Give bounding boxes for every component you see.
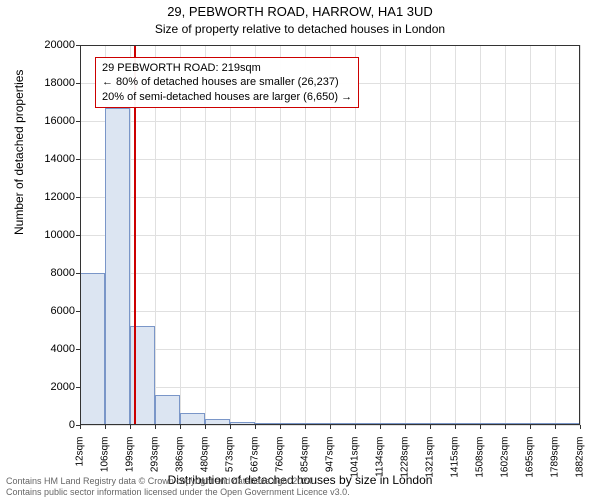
x-tick-label: 1508sqm <box>475 437 486 487</box>
x-tick-label: 1882sqm <box>575 437 586 487</box>
histogram-bar <box>380 423 405 425</box>
x-tick-mark <box>380 425 381 429</box>
annotation-box: 29 PEBWORTH ROAD: 219sqm ← 80% of detach… <box>95 57 359 108</box>
x-tick-mark <box>480 425 481 429</box>
y-tick-mark <box>76 45 80 46</box>
grid-v-line <box>530 45 531 425</box>
x-tick-mark <box>130 425 131 429</box>
y-tick-label: 12000 <box>25 191 75 203</box>
x-tick-label: 1041sqm <box>350 437 361 487</box>
histogram-bar <box>530 423 555 425</box>
x-tick-mark <box>255 425 256 429</box>
x-tick-label: 1228sqm <box>400 437 411 487</box>
y-tick-label: 18000 <box>25 77 75 89</box>
histogram-bar <box>255 423 280 425</box>
grid-v-line <box>580 45 581 425</box>
x-tick-mark <box>180 425 181 429</box>
annotation-line2: ← 80% of detached houses are smaller (26… <box>102 75 352 89</box>
footer-attribution: Contains HM Land Registry data © Crown c… <box>6 476 350 498</box>
histogram-bar <box>355 423 380 425</box>
footer-line1: Contains HM Land Registry data © Crown c… <box>6 476 350 487</box>
histogram-bar <box>305 423 330 425</box>
y-tick-mark <box>76 159 80 160</box>
x-tick-mark <box>80 425 81 429</box>
x-tick-mark <box>555 425 556 429</box>
histogram-bar <box>455 423 480 425</box>
y-tick-mark <box>76 311 80 312</box>
y-tick-label: 2000 <box>25 381 75 393</box>
x-tick-mark <box>505 425 506 429</box>
x-tick-label: 1695sqm <box>525 437 536 487</box>
y-tick-label: 14000 <box>25 153 75 165</box>
x-tick-mark <box>280 425 281 429</box>
x-tick-mark <box>330 425 331 429</box>
x-tick-mark <box>430 425 431 429</box>
y-tick-label: 20000 <box>25 39 75 51</box>
y-tick-label: 0 <box>25 419 75 431</box>
annotation-line3: 20% of semi-detached houses are larger (… <box>102 90 352 104</box>
x-tick-label: 1602sqm <box>500 437 511 487</box>
histogram-bar <box>330 423 355 425</box>
histogram-bar <box>405 423 430 425</box>
annotation-line1: 29 PEBWORTH ROAD: 219sqm <box>102 61 352 75</box>
grid-v-line <box>480 45 481 425</box>
grid-v-line <box>555 45 556 425</box>
y-tick-label: 8000 <box>25 267 75 279</box>
x-tick-label: 1134sqm <box>375 437 386 487</box>
y-tick-label: 10000 <box>25 229 75 241</box>
histogram-bar <box>105 108 130 425</box>
histogram-bar <box>80 273 105 425</box>
footer-line2: Contains public sector information licen… <box>6 487 350 498</box>
x-tick-mark <box>205 425 206 429</box>
histogram-bar <box>155 395 180 425</box>
grid-v-line <box>505 45 506 425</box>
histogram-bar <box>480 423 505 425</box>
y-tick-mark <box>76 83 80 84</box>
x-tick-label: 1321sqm <box>425 437 436 487</box>
grid-v-line <box>405 45 406 425</box>
x-tick-mark <box>455 425 456 429</box>
histogram-bar <box>180 413 205 425</box>
histogram-bar <box>230 422 255 425</box>
y-axis-label: Number of detached properties <box>12 70 26 235</box>
grid-v-line <box>430 45 431 425</box>
x-tick-mark <box>230 425 231 429</box>
x-tick-mark <box>580 425 581 429</box>
y-tick-label: 16000 <box>25 115 75 127</box>
grid-v-line <box>380 45 381 425</box>
x-tick-label: 1415sqm <box>450 437 461 487</box>
histogram-bar <box>280 423 305 425</box>
y-tick-mark <box>76 197 80 198</box>
x-tick-mark <box>355 425 356 429</box>
x-tick-mark <box>155 425 156 429</box>
x-tick-label: 1789sqm <box>550 437 561 487</box>
chart-title-sub: Size of property relative to detached ho… <box>0 22 600 36</box>
histogram-bar <box>555 423 580 425</box>
y-tick-mark <box>76 235 80 236</box>
x-tick-mark <box>305 425 306 429</box>
x-tick-mark <box>530 425 531 429</box>
y-tick-label: 4000 <box>25 343 75 355</box>
y-tick-mark <box>76 387 80 388</box>
x-tick-mark <box>105 425 106 429</box>
y-tick-label: 6000 <box>25 305 75 317</box>
x-tick-mark <box>405 425 406 429</box>
histogram-bar <box>430 423 455 425</box>
chart-title-main: 29, PEBWORTH ROAD, HARROW, HA1 3UD <box>0 4 600 19</box>
grid-v-line <box>455 45 456 425</box>
histogram-bar <box>205 419 230 425</box>
histogram-bar <box>505 423 530 425</box>
y-tick-mark <box>76 349 80 350</box>
y-tick-mark <box>76 273 80 274</box>
y-tick-mark <box>76 121 80 122</box>
